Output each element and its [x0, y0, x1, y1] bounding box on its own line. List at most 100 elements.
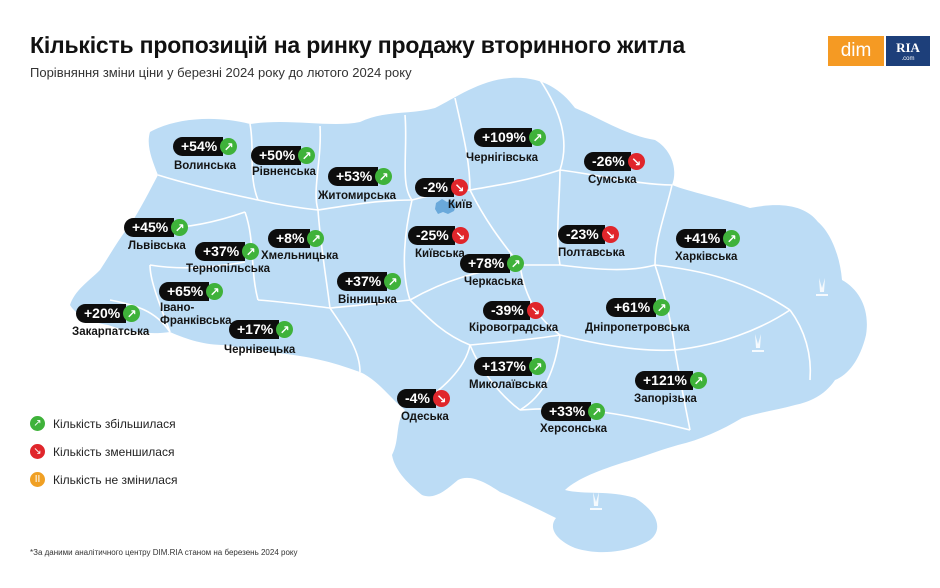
region-name: Запорізька [634, 393, 697, 405]
value-label: +45% [124, 218, 175, 237]
trident-icon [590, 492, 602, 510]
value-label: +37% [195, 242, 246, 261]
arrow-down-right-icon: ↘ [451, 227, 469, 244]
arrow-down-right-icon: ↘ [526, 302, 544, 319]
arrow-up-right-icon: ↗ [307, 230, 325, 247]
region-name: Київ [448, 199, 473, 211]
arrow-up-right-icon: ↗ [30, 416, 45, 431]
value-label: +54% [173, 137, 224, 156]
arrow-up-right-icon: ↗ [171, 219, 189, 236]
region-name: Чернівецька [224, 344, 296, 356]
value-label: +137% [474, 357, 532, 376]
arrow-up-right-icon: ↗ [298, 147, 316, 164]
arrow-up-right-icon: ↗ [276, 321, 294, 338]
trident-icon [816, 278, 828, 296]
footnote: *За даними аналітичного центру DIM.RIA с… [30, 548, 298, 557]
region-name: Одеська [401, 411, 449, 423]
legend-label: Кількість збільшилася [53, 416, 176, 431]
value-label: +53% [328, 167, 379, 186]
region-name: Хмельницька [261, 250, 339, 262]
value-badge: -25% ↘ [408, 226, 469, 245]
ria-logo-domain: .com [901, 56, 915, 62]
region-name: Черкаська [464, 276, 524, 288]
region-name: Вінницька [338, 294, 397, 306]
value-label: -4% [397, 389, 436, 408]
value-badge: +50% ↗ [251, 146, 316, 165]
arrow-up-right-icon: ↗ [375, 168, 393, 185]
value-badge: +54% ↗ [173, 137, 238, 156]
value-badge: +8% ↗ [268, 229, 325, 248]
value-label: -23% [558, 225, 605, 244]
arrow-up-right-icon: ↗ [528, 129, 546, 146]
region-borders [109, 79, 812, 431]
dim-logo[interactable]: dim [828, 36, 884, 66]
region-name: Кіровоградська [469, 322, 559, 334]
region-name: Закарпатська [72, 326, 150, 338]
ria-logo[interactable]: RIA .com [886, 36, 930, 66]
arrow-down-right-icon: ↘ [450, 179, 468, 196]
arrow-down-right-icon: ↘ [627, 153, 645, 170]
value-badge: -4% ↘ [397, 389, 450, 408]
value-label: -25% [408, 226, 455, 245]
trident-icon [752, 334, 764, 352]
value-badge: -2% ↘ [415, 178, 468, 197]
region-name: Київська [415, 248, 465, 260]
value-badge: +53% ↗ [328, 167, 393, 186]
region-name: Полтавська [558, 247, 625, 259]
arrow-down-right-icon: ↘ [30, 444, 45, 459]
dim-logo-text: dim [840, 40, 872, 61]
value-badge: +17% ↗ [229, 320, 294, 339]
arrow-down-right-icon: ↘ [601, 226, 619, 243]
region-name: Івано- Франківська [160, 302, 232, 327]
region-name: Тернопільська [186, 263, 270, 275]
value-badge: +78% ↗ [460, 254, 525, 273]
value-label: +78% [460, 254, 511, 273]
legend-label: Кількість зменшилася [53, 444, 175, 459]
region-name: Львівська [128, 240, 186, 252]
value-label: +41% [676, 229, 727, 248]
value-label: +20% [76, 304, 127, 323]
ria-logo-text: RIA [896, 40, 920, 55]
value-label: +37% [337, 272, 388, 291]
value-label: +50% [251, 146, 302, 165]
pause-icon: ІІ [30, 472, 45, 487]
arrow-up-right-icon: ↗ [220, 138, 238, 155]
region-name: Житомирська [318, 190, 397, 202]
legend-item: ІІ Кількість не змінилася [30, 472, 177, 487]
arrow-up-right-icon: ↗ [528, 358, 546, 375]
value-label: +17% [229, 320, 280, 339]
region-name: Сумська [588, 174, 637, 186]
region-name: Миколаївська [469, 379, 548, 391]
value-badge: +65% ↗ [159, 282, 224, 301]
region-name: Харківська [675, 251, 738, 263]
value-label: +33% [541, 402, 592, 421]
arrow-up-right-icon: ↗ [723, 230, 741, 247]
value-badge: +137% ↗ [474, 357, 546, 376]
coat-of-arms-icons [590, 278, 828, 510]
value-label: +65% [159, 282, 210, 301]
region-name: Херсонська [540, 423, 608, 435]
legend-label: Кількість не змінилася [53, 472, 178, 487]
value-badge: +37% ↗ [195, 242, 260, 261]
arrow-up-right-icon: ↗ [507, 255, 525, 272]
arrow-up-right-icon: ↗ [384, 273, 402, 290]
region-name: Рівненська [252, 166, 316, 178]
legend-item: ↘ Кількість зменшилася [30, 444, 174, 459]
region-name: Чернігівська [466, 152, 539, 164]
value-label: -39% [483, 301, 530, 320]
arrow-up-right-icon: ↗ [242, 243, 260, 260]
value-badge: -39% ↘ [483, 301, 544, 320]
value-badge: -23% ↘ [558, 225, 619, 244]
value-label: +61% [606, 298, 657, 317]
value-label: -26% [584, 152, 631, 171]
arrow-up-right-icon: ↗ [206, 283, 224, 300]
region-name: Дніпропетровська [585, 322, 690, 334]
kyiv-city-shape [435, 199, 456, 214]
region-name: Волинська [174, 160, 236, 172]
value-badge: +45% ↗ [124, 218, 189, 237]
legend-item: ↗ Кількість збільшилася [30, 416, 176, 431]
value-badge: +121% ↗ [635, 371, 707, 390]
arrow-up-right-icon: ↗ [123, 305, 141, 322]
value-label: -2% [415, 178, 454, 197]
value-label: +109% [474, 128, 532, 147]
